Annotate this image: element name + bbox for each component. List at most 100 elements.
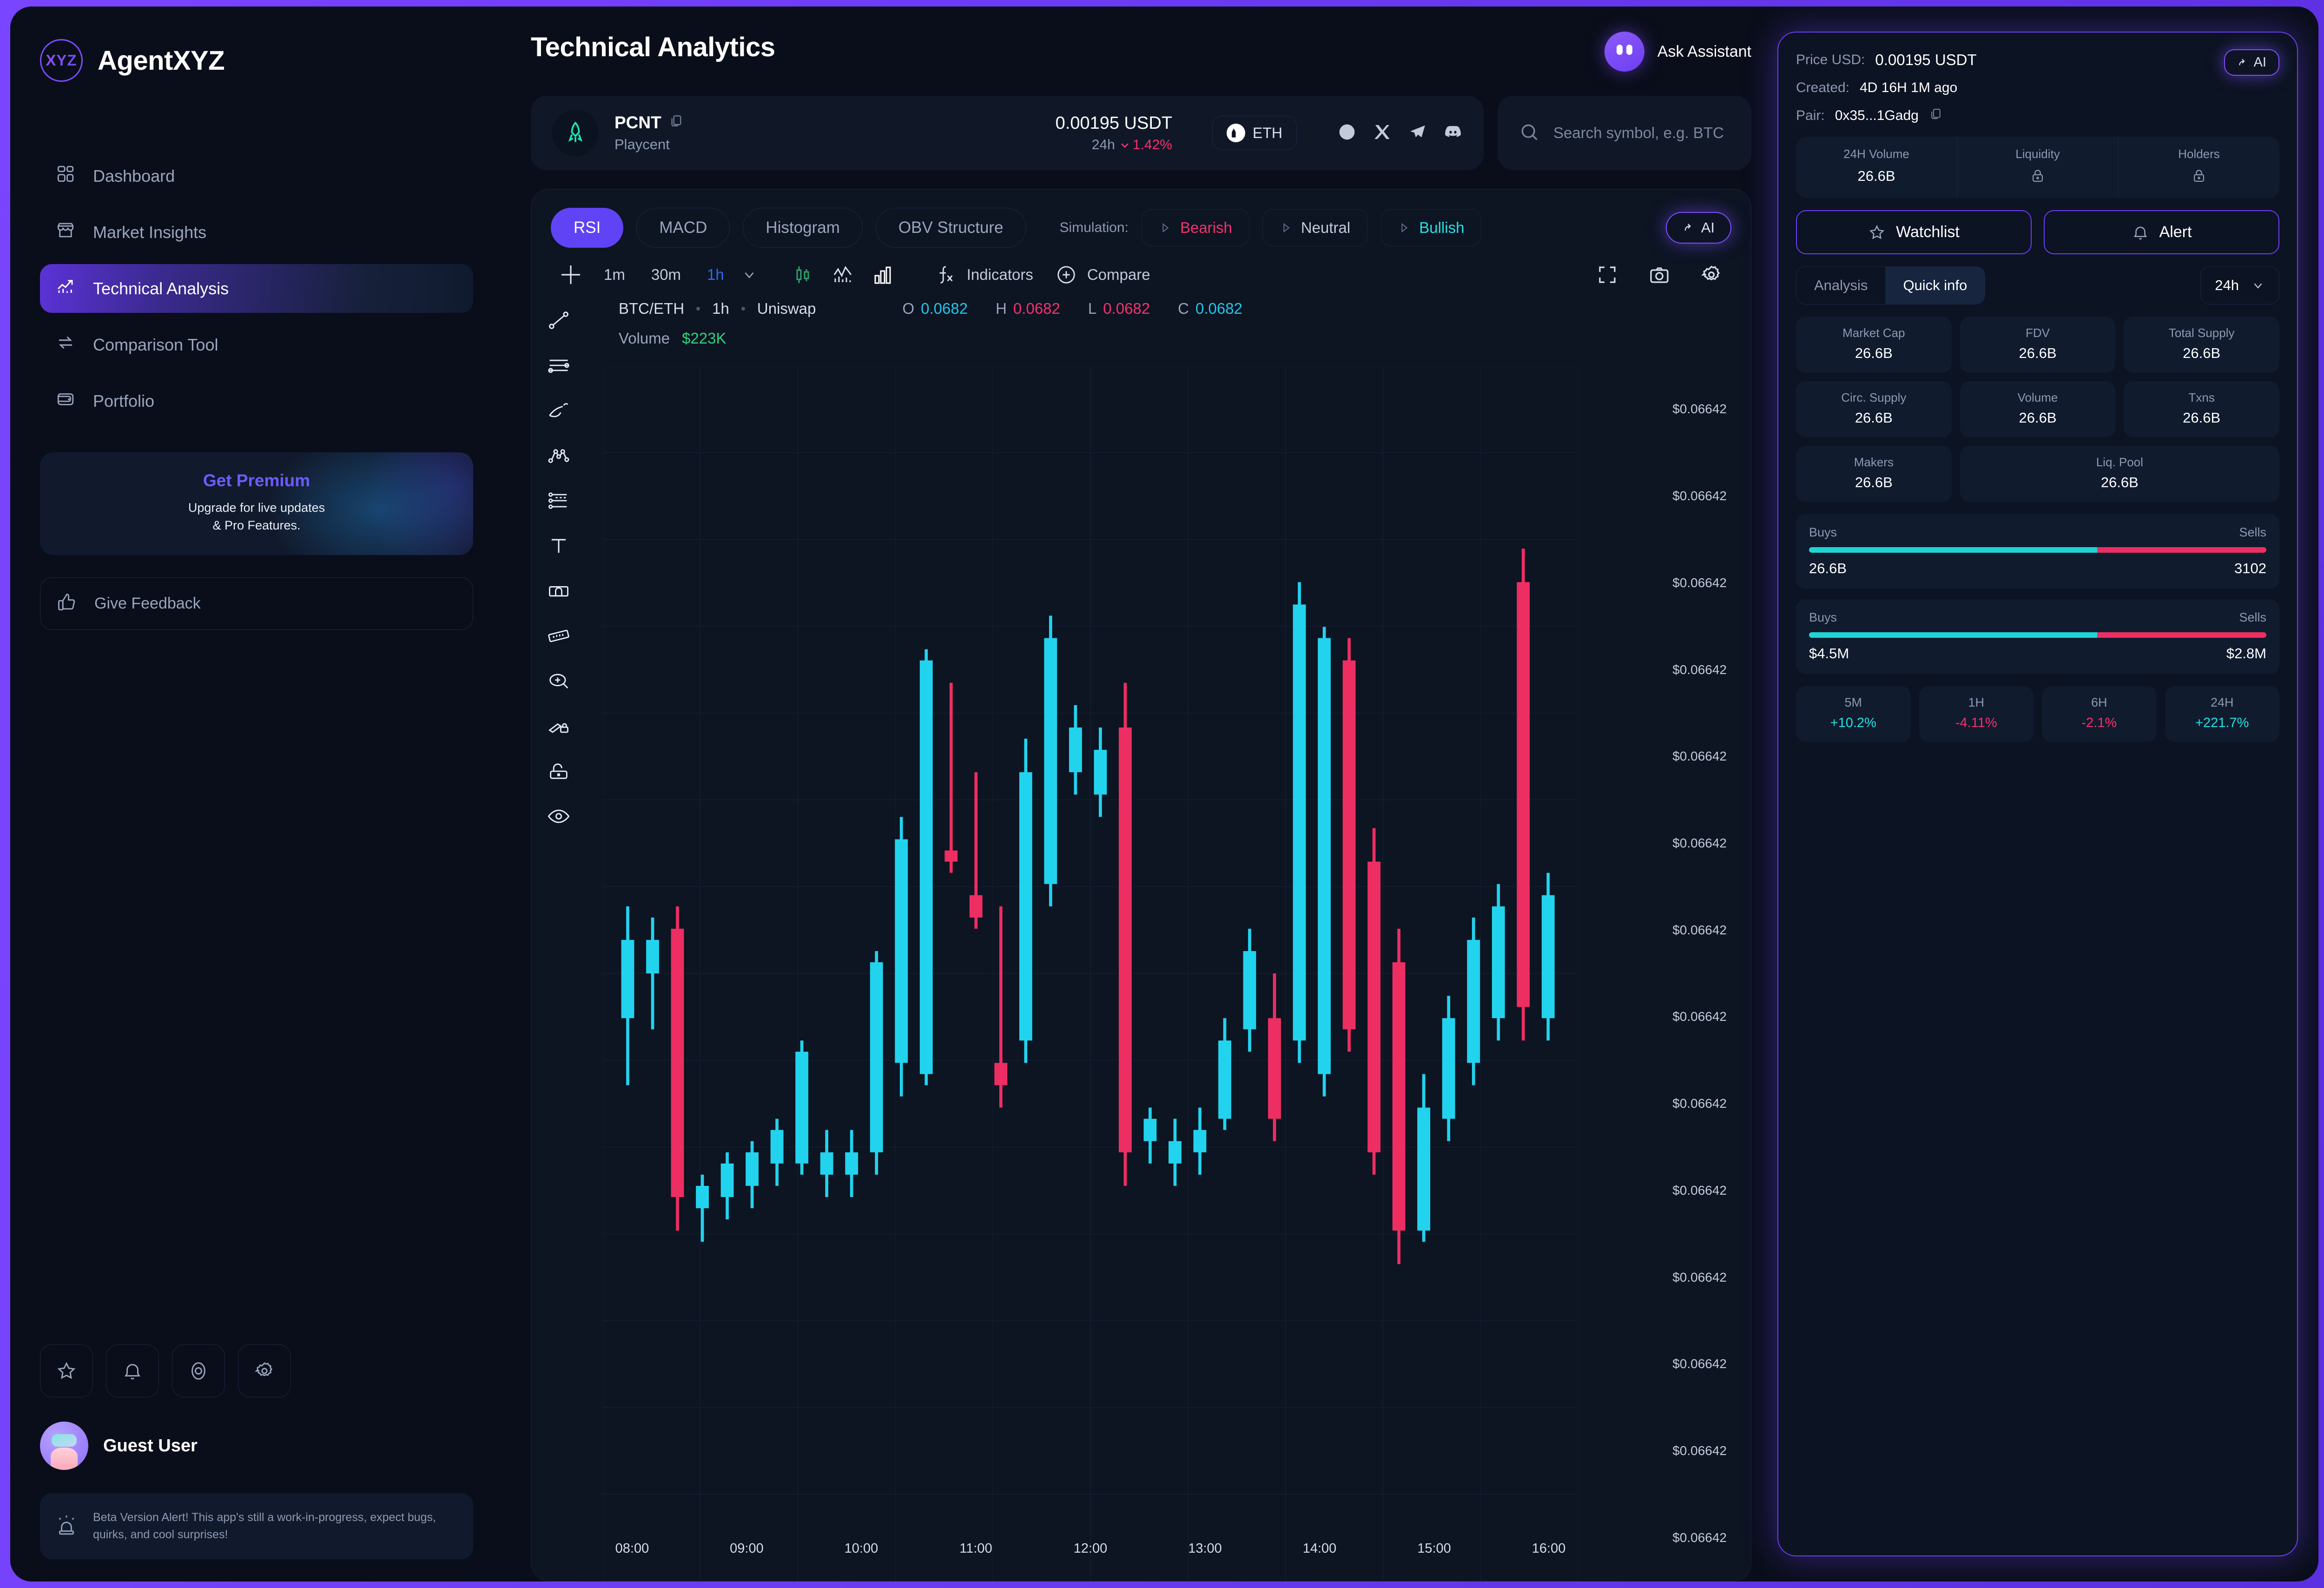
discord-icon[interactable] xyxy=(1444,123,1462,144)
buys-value: $4.5M xyxy=(1809,645,1849,662)
sells-label: Sells xyxy=(2239,525,2266,539)
chain-badge[interactable]: ETH xyxy=(1212,116,1297,150)
stat-liquidity[interactable]: Liquidity xyxy=(1957,137,2119,198)
compare-button[interactable]: Compare xyxy=(1044,264,1162,285)
get-premium-card[interactable]: Get Premium Upgrade for live updates & P… xyxy=(40,452,473,555)
x-icon[interactable] xyxy=(1373,123,1392,144)
fullscreen-icon[interactable] xyxy=(1587,264,1627,286)
tab-rsi[interactable]: RSI xyxy=(551,208,624,248)
give-feedback-button[interactable]: Give Feedback xyxy=(40,577,473,630)
period-dropdown[interactable]: 24h xyxy=(2200,266,2279,304)
simulation-bullish-button[interactable]: Bullish xyxy=(1380,209,1482,246)
tab-obv-structure[interactable]: OBV Structure xyxy=(875,208,1026,248)
measure-tool-icon[interactable] xyxy=(547,624,571,650)
ohlc-high-value: 0.0682 xyxy=(1013,300,1060,317)
time-tick: 09:00 xyxy=(730,1541,764,1556)
price-axis: $0.06642 $0.06642 $0.06642 $0.06642 $0.06642… xyxy=(1578,366,1731,1581)
trend-line-tool-icon[interactable] xyxy=(547,308,571,335)
eye-tool-icon[interactable] xyxy=(547,804,571,831)
pitchfork-tool-icon[interactable] xyxy=(547,443,571,470)
ohlc-close-key: C xyxy=(1178,300,1189,317)
token-symbol: PCNT xyxy=(614,113,661,132)
tab-analysis[interactable]: Analysis xyxy=(1814,277,1868,293)
sells-label: Sells xyxy=(2239,610,2266,624)
timeframe-1m[interactable]: 1m xyxy=(604,266,625,283)
telegram-icon[interactable] xyxy=(1408,123,1427,144)
copy-icon[interactable] xyxy=(1929,107,1943,125)
bar-chart-icon[interactable] xyxy=(863,264,903,286)
candlestick-chart-icon[interactable] xyxy=(783,264,823,286)
price-tick: $0.06642 xyxy=(1672,1443,1727,1458)
time-tick: 08:00 xyxy=(615,1541,649,1556)
bar-head: Buys Sells xyxy=(1809,525,2266,540)
candlestick-plot[interactable] xyxy=(603,366,1578,1581)
shapes-tool-icon[interactable] xyxy=(547,579,571,605)
gear-icon[interactable] xyxy=(1691,264,1731,286)
line-chart-icon[interactable] xyxy=(823,264,863,286)
pair-value: 0x35...1Gadg xyxy=(1835,108,1919,123)
timeframe-30m[interactable]: 30m xyxy=(651,266,681,283)
chart-area[interactable]: BTC/ETH 1h Uniswap O 0.0682 H 0.0682 L 0.06… xyxy=(586,296,1731,1581)
chevron-down-icon[interactable] xyxy=(737,267,761,283)
bell-icon[interactable] xyxy=(106,1344,159,1397)
watchlist-button[interactable]: Watchlist xyxy=(1796,210,2032,254)
sidebar-item-portfolio[interactable]: Portfolio xyxy=(40,377,473,425)
price-tick: $0.06642 xyxy=(1672,1096,1727,1111)
star-icon[interactable] xyxy=(40,1344,93,1397)
perf-1h[interactable]: 1H -4.11% xyxy=(1919,686,2034,742)
sidebar-item-label: Comparison Tool xyxy=(93,335,218,354)
simulation-neutral-button[interactable]: Neutral xyxy=(1262,209,1368,246)
magnet-tool-icon[interactable] xyxy=(547,714,571,741)
token-price-block: 0.00195 USDT 24h 1.42% xyxy=(1056,113,1172,153)
lock-tool-icon[interactable] xyxy=(547,759,571,786)
brush-tool-icon[interactable] xyxy=(547,398,571,425)
ohlc-close: C 0.0682 xyxy=(1178,300,1242,318)
price-tick: $0.06642 xyxy=(1672,835,1727,850)
search-input[interactable] xyxy=(1553,124,1730,142)
gear-icon[interactable] xyxy=(238,1344,291,1397)
tab-histogram[interactable]: Histogram xyxy=(743,208,863,248)
wallet-icon xyxy=(56,389,75,413)
fib-retracement-tool-icon[interactable] xyxy=(547,489,571,515)
crosshair-icon[interactable] xyxy=(551,264,591,286)
indicators-button[interactable]: Indicators xyxy=(924,264,1044,285)
copy-icon[interactable] xyxy=(669,113,684,132)
lifebuoy-icon[interactable] xyxy=(172,1344,225,1397)
ai-button[interactable]: AI xyxy=(1665,212,1731,244)
play-icon xyxy=(1283,223,1290,233)
globe-icon[interactable] xyxy=(1338,123,1356,144)
buy-sell-count-card: Buys Sells 26.6B 3102 xyxy=(1796,514,2279,589)
simulation-bearish-button[interactable]: Bearish xyxy=(1141,209,1249,246)
quick-icon-row xyxy=(40,1344,473,1397)
parallel-channel-tool-icon[interactable] xyxy=(547,353,571,380)
stat-volume: Volume 26.6B xyxy=(1960,381,2116,437)
search-bar[interactable] xyxy=(1498,96,1751,170)
panel-ai-button[interactable]: AI xyxy=(2224,49,2279,76)
ask-assistant-button[interactable]: Ask Assistant xyxy=(1604,32,1751,72)
price-tick: $0.06642 xyxy=(1672,489,1727,503)
ohlc-open-value: 0.0682 xyxy=(921,300,968,317)
tab-macd[interactable]: MACD xyxy=(636,208,730,248)
stat-24h-volume: 24H Volume 26.6B xyxy=(1796,137,1957,198)
sidebar-item-market-insights[interactable]: Market Insights xyxy=(40,208,473,257)
text-tool-icon[interactable] xyxy=(547,534,571,560)
created-row: Created: 4D 16H 1M ago xyxy=(1796,80,2279,96)
perf-6h[interactable]: 6H -2.1% xyxy=(2042,686,2157,742)
zoom-in-tool-icon[interactable] xyxy=(547,669,571,695)
plot-wrapper: $0.06642 $0.06642 $0.06642 $0.06642 $0.06642… xyxy=(586,366,1731,1581)
sidebar-item-technical-analysis[interactable]: Technical Analysis xyxy=(40,264,473,313)
tab-quick-info[interactable]: Quick info xyxy=(1885,267,1985,304)
plus-circle-icon xyxy=(1057,266,1075,284)
perf-5m[interactable]: 5M +10.2% xyxy=(1796,686,1911,742)
camera-icon[interactable] xyxy=(1639,264,1679,286)
user-profile[interactable]: Guest User xyxy=(40,1422,473,1470)
bar-track xyxy=(1809,632,2266,638)
alert-button[interactable]: Alert xyxy=(2044,210,2279,254)
timeframe-1h[interactable]: 1h xyxy=(707,266,724,283)
price-tick: $0.06642 xyxy=(1672,662,1727,677)
perf-24h[interactable]: 24H +221.7% xyxy=(2165,686,2279,742)
sidebar-item-comparison-tool[interactable]: Comparison Tool xyxy=(40,320,473,369)
sidebar-item-dashboard[interactable]: Dashboard xyxy=(40,152,473,200)
chart-toolbar-right xyxy=(1587,264,1731,286)
stat-holders[interactable]: Holders xyxy=(2119,137,2279,198)
